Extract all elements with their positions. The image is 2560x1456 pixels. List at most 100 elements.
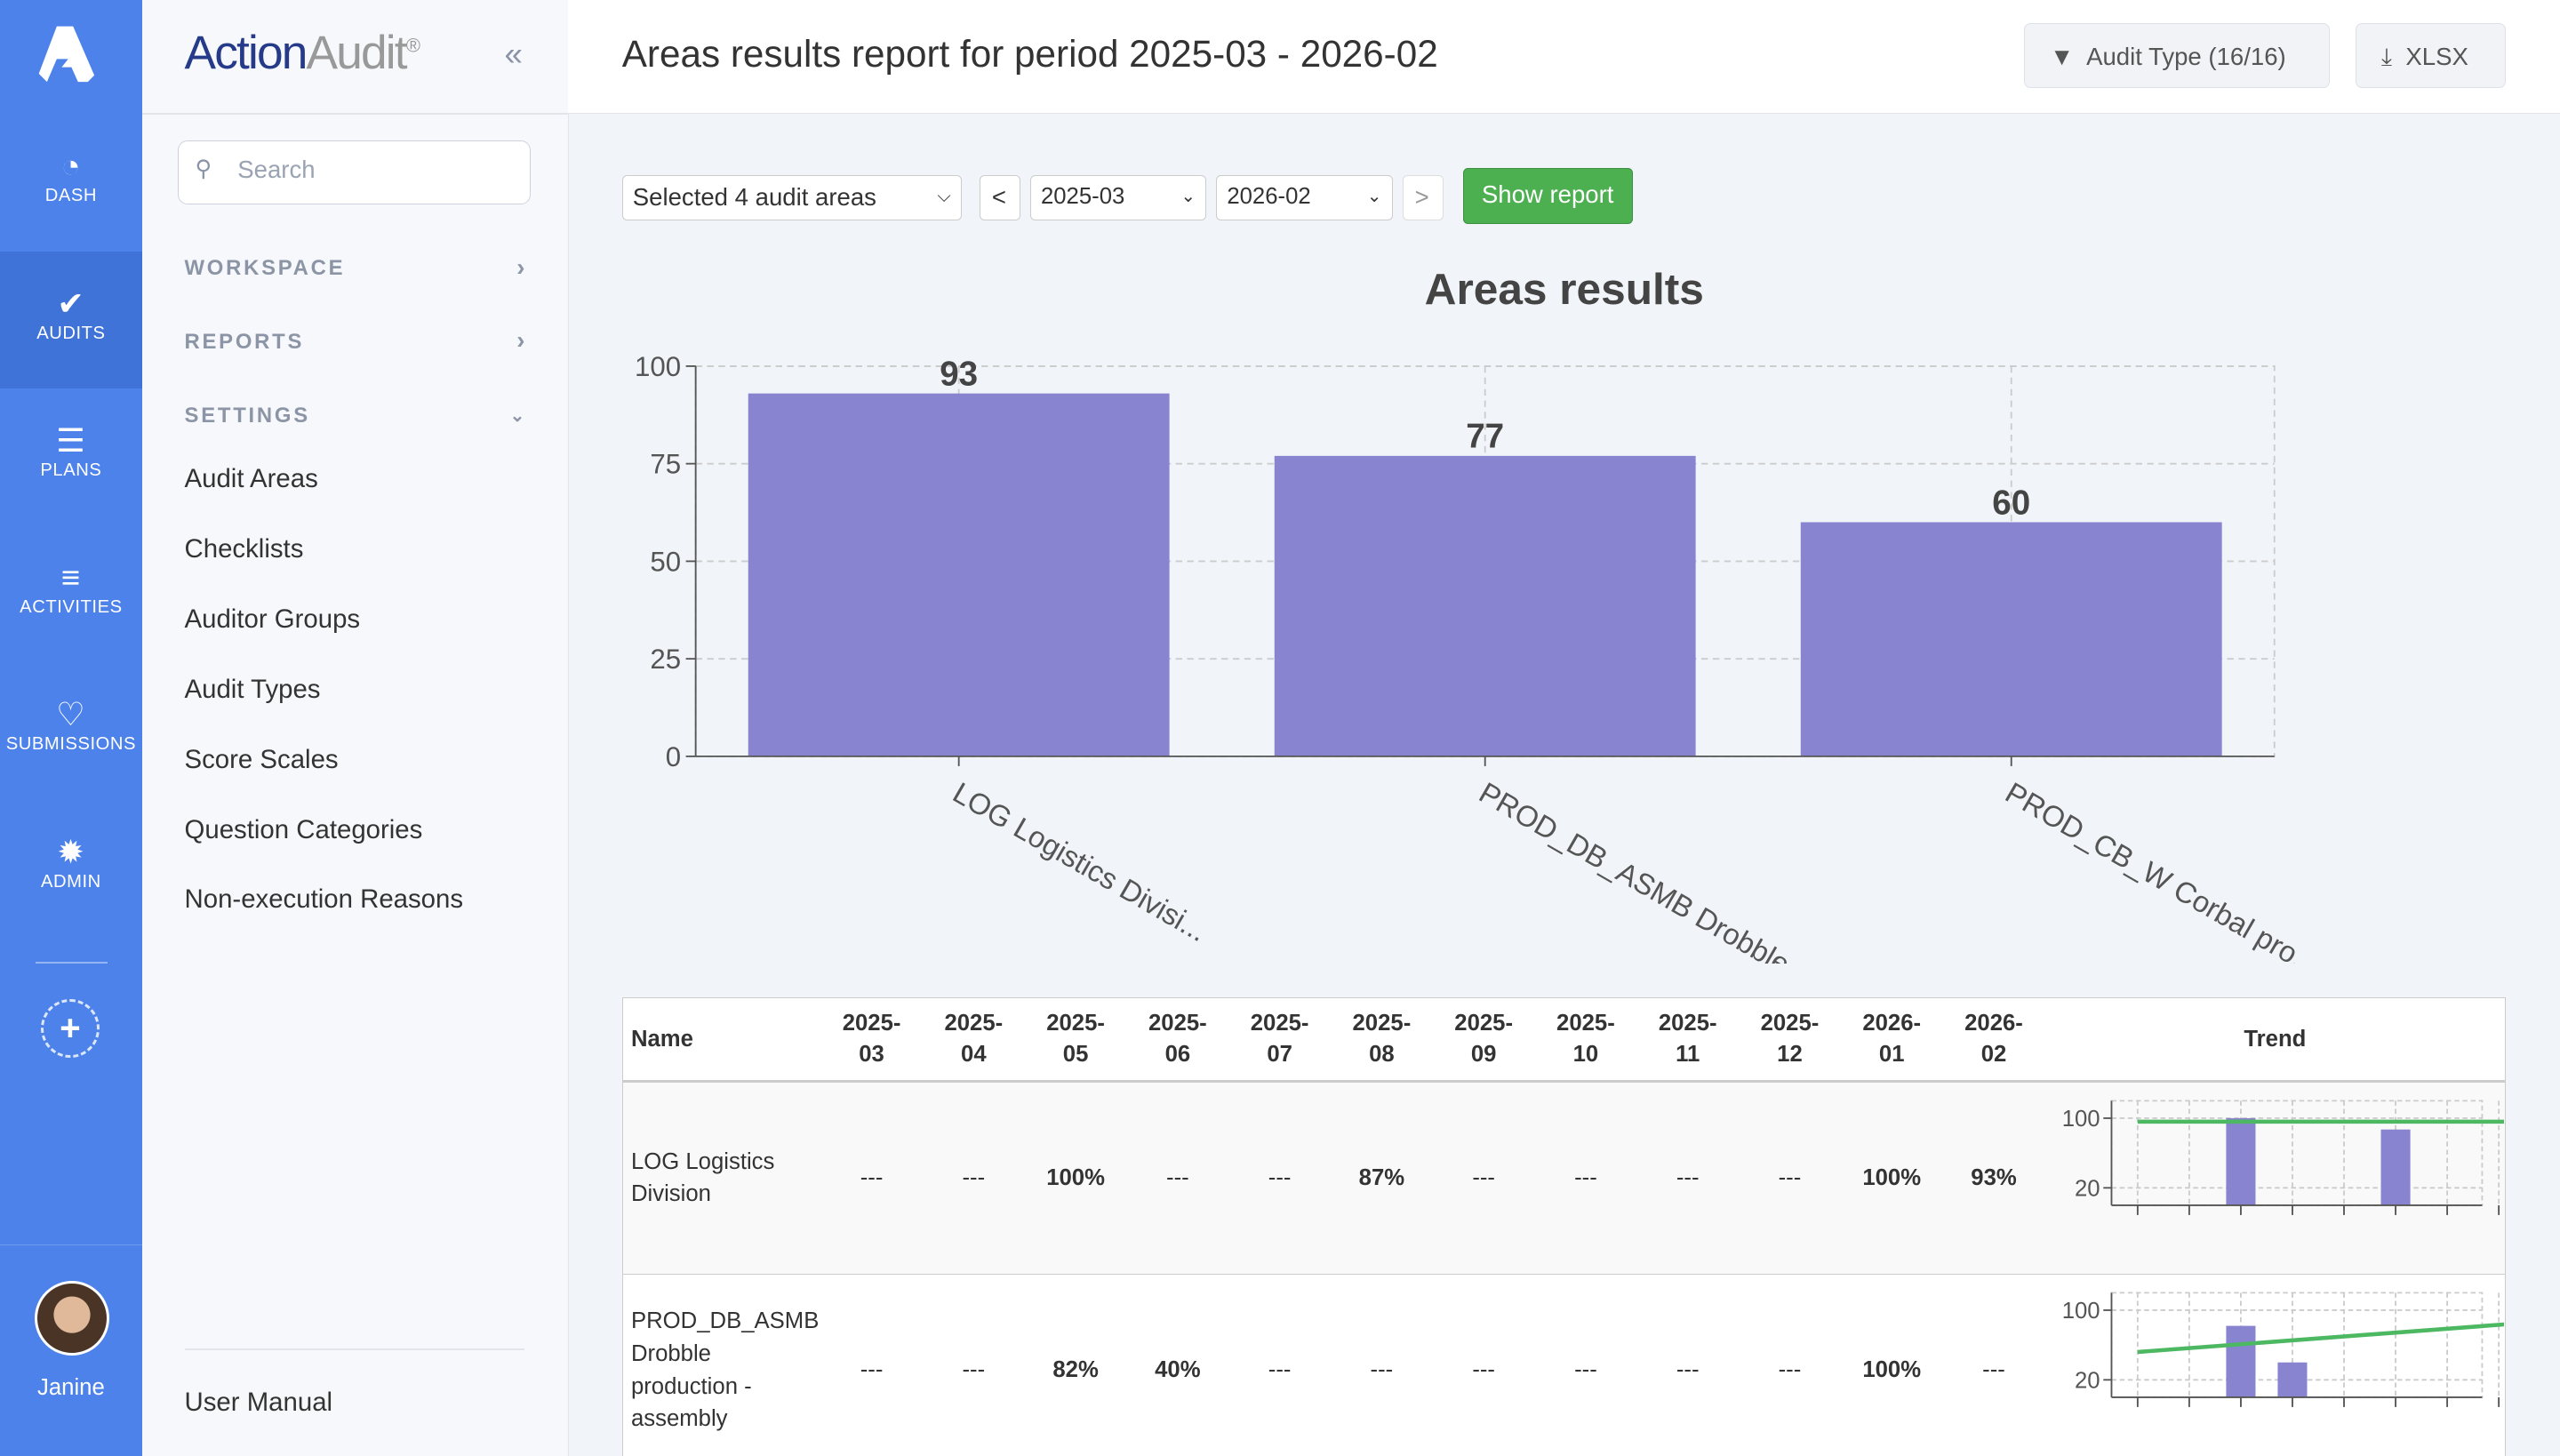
lightbulb-icon: ♡ xyxy=(56,696,86,733)
result-cell: 82% xyxy=(1024,1274,1127,1456)
download-icon: ⤓ xyxy=(2380,42,2393,70)
trend-bar[interactable] xyxy=(2380,1129,2411,1205)
y-tick-label: 100 xyxy=(2062,1299,2100,1324)
section-label: SETTINGS xyxy=(184,403,310,428)
sidebar-link-question-categories[interactable]: Question Categories xyxy=(184,814,423,844)
column-header: 2026- 02 xyxy=(1942,997,2045,1084)
bar[interactable] xyxy=(748,393,1170,756)
section-reports[interactable]: REPORTS › xyxy=(184,326,528,355)
result-cell: --- xyxy=(820,1274,923,1456)
table-row[interactable]: PROD_DB_ASMB Drobble production - assemb… xyxy=(622,1274,2560,1456)
prev-period-button[interactable]: < xyxy=(980,174,1020,220)
sidebar-link-audit-areas[interactable]: Audit Areas xyxy=(184,463,318,493)
trend-cell: 20 100 xyxy=(2044,1274,2560,1456)
rail-item-submissions[interactable]: ♡ SUBMISSIONS xyxy=(0,663,142,800)
chevron-right-icon: › xyxy=(516,326,528,355)
sidebar-link-non-execution-reasons[interactable]: Non-execution Reasons xyxy=(184,884,464,915)
search-input[interactable] xyxy=(234,154,519,187)
chevron-right-icon: › xyxy=(516,252,528,281)
trend-bar[interactable] xyxy=(2277,1362,2308,1397)
trend-bar[interactable] xyxy=(2226,1117,2256,1205)
column-header: 2025- 03 xyxy=(820,997,923,1084)
rail-item-audits[interactable]: ✔ AUDITS xyxy=(0,251,142,389)
column-header: 2025- 11 xyxy=(1636,997,1740,1084)
rail-item-label: DASH xyxy=(44,186,98,206)
rail-item-admin[interactable]: ✹ ADMIN xyxy=(0,800,142,937)
chevron-down-icon: ⌵ xyxy=(937,186,951,206)
column-header: 2025- 08 xyxy=(1331,997,1433,1084)
sidebar-link-checklists[interactable]: Checklists xyxy=(184,533,304,564)
rail-divider xyxy=(36,961,108,964)
result-cell: --- xyxy=(1739,1081,1841,1275)
sidebar-link-score-scales[interactable]: Score Scales xyxy=(184,744,339,774)
sidebar: ActionAudit® « ⚲ WORKSPACE › REPORTS › SET… xyxy=(141,0,570,1456)
avatar[interactable] xyxy=(34,1280,110,1356)
section-settings[interactable]: SETTINGS ⌄ xyxy=(185,404,528,428)
result-cell: 100% xyxy=(1840,1081,1943,1275)
bar[interactable] xyxy=(1800,522,2222,756)
section-label: WORKSPACE xyxy=(184,256,346,281)
bar[interactable] xyxy=(1274,455,1696,756)
result-cell: --- xyxy=(1331,1274,1433,1456)
trend-line xyxy=(2137,1317,2560,1354)
trend-cell: 20 100 xyxy=(2044,1081,2560,1275)
divider xyxy=(184,1348,524,1350)
x-tick-label: PROD_CB_W Corbal pro... xyxy=(1999,776,2324,964)
rail-item-plans[interactable]: ☰ PLANS xyxy=(0,388,142,525)
gear-icon: ✹ xyxy=(57,833,85,870)
y-tick-label: 50 xyxy=(650,546,681,577)
section-label: REPORTS xyxy=(184,330,305,354)
plot-frame xyxy=(2110,1100,2484,1206)
result-cell: --- xyxy=(1942,1274,2045,1456)
column-header: 2025- 10 xyxy=(1534,997,1637,1084)
logo-part-action: Action xyxy=(184,27,308,80)
y-tick-label: 25 xyxy=(650,644,681,675)
rail-item-label: AUDITS xyxy=(36,323,106,343)
from-value: 2025-03 xyxy=(1040,183,1125,209)
show-report-button[interactable]: Show report xyxy=(1462,168,1633,224)
registered-mark: ® xyxy=(405,34,420,57)
x-tick-label: PROD_DB_ASMB Drobble... xyxy=(1473,776,1816,964)
app-logo-icon[interactable] xyxy=(36,23,100,88)
y-tick-label: 100 xyxy=(2062,1107,2100,1132)
filter-icon: ▼ xyxy=(2050,42,2075,70)
rail-item-label: PLANS xyxy=(40,460,102,480)
chevron-down-icon: ⌄ xyxy=(1366,186,1382,206)
table-row[interactable]: LOG Logistics Division --- --- 100% --- --- 87… xyxy=(622,1081,2560,1275)
trend-sparkline: 20 100 xyxy=(2062,1100,2560,1215)
sliders-icon: ≡ xyxy=(60,559,81,596)
y-tick-label: 20 xyxy=(2075,1176,2100,1201)
y-tick-label: 100 xyxy=(635,350,681,381)
user-profile[interactable]: Janine xyxy=(0,1244,142,1456)
add-button[interactable]: + xyxy=(40,999,100,1059)
audit-areas-select[interactable]: Selected 4 audit areas ⌵ xyxy=(621,174,962,220)
trend-sparkline: 20 100 xyxy=(2062,1292,2560,1407)
sidebar-link-audit-types[interactable]: Audit Types xyxy=(184,674,321,704)
result-cell: --- xyxy=(1228,1081,1332,1275)
column-header: 2026- 01 xyxy=(1840,997,1943,1084)
user-manual-link[interactable]: User Manual xyxy=(184,1388,333,1418)
from-period-select[interactable]: 2025-03 ⌄ xyxy=(1029,174,1207,220)
search-box[interactable]: ⚲ xyxy=(178,140,532,204)
gauge-icon: ◔ xyxy=(60,148,82,185)
divider xyxy=(141,112,569,115)
result-cell: --- xyxy=(1126,1081,1229,1275)
trend-bar[interactable] xyxy=(2226,1325,2256,1397)
bar-value-label: 77 xyxy=(1466,417,1504,455)
audit-type-filter-button[interactable]: ▼ Audit Type (16/16) xyxy=(2024,22,2330,89)
results-table: Name 2025- 03 2025- 04 2025- 05 2025- 06 2025- 07 2… xyxy=(621,997,2560,1456)
export-xlsx-button[interactable]: ⤓ XLSX xyxy=(2356,22,2507,89)
bar-value-label: 60 xyxy=(1992,484,2030,522)
next-period-button[interactable]: > xyxy=(1402,174,1444,220)
y-tick-label: 0 xyxy=(666,740,681,772)
section-workspace[interactable]: WORKSPACE › xyxy=(184,252,528,281)
area-name: PROD_DB_ASMB Drobble production - assemb… xyxy=(622,1274,821,1456)
rail-item-dash[interactable]: ◔ DASH xyxy=(0,115,142,252)
result-cell: --- xyxy=(1636,1274,1740,1456)
icon-rail: ◔ DASH ✔ AUDITS ☰ PLANS ≡ ACTIVITIES ♡ SUBMISSION… xyxy=(0,0,142,1456)
rail-item-activities[interactable]: ≡ ACTIVITIES xyxy=(0,525,142,662)
collapse-sidebar-icon[interactable]: « xyxy=(504,36,523,73)
y-tick-label: 75 xyxy=(650,448,681,479)
sidebar-link-auditor-groups[interactable]: Auditor Groups xyxy=(184,604,361,634)
to-period-select[interactable]: 2026-02 ⌄ xyxy=(1216,174,1393,220)
